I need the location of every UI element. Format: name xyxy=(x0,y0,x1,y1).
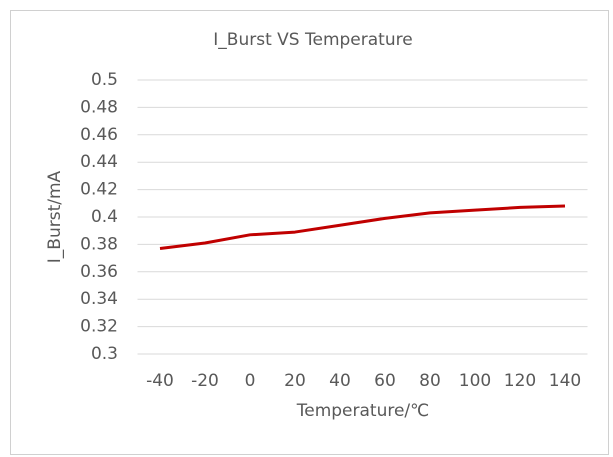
y-tick-label: 0.38 xyxy=(80,234,118,254)
chart-frame xyxy=(10,10,609,455)
x-tick-label: 0 xyxy=(245,371,256,391)
x-tick-label: 140 xyxy=(549,371,581,391)
y-tick-label: 0.46 xyxy=(80,125,118,145)
y-tick-label: 0.5 xyxy=(91,70,118,90)
y-tick-label: 0.34 xyxy=(80,289,118,309)
y-tick-label: 0.48 xyxy=(80,97,118,117)
x-tick-label: -40 xyxy=(146,371,174,391)
x-tick-label: 60 xyxy=(374,371,396,391)
y-tick-label: 0.32 xyxy=(80,317,118,337)
y-tick-label: 0.3 xyxy=(91,344,118,364)
y-tick-label: 0.44 xyxy=(80,152,118,172)
x-tick-label: 80 xyxy=(419,371,441,391)
y-axis-label: I_Burst/mA xyxy=(45,170,65,263)
x-tick-label: 120 xyxy=(504,371,536,391)
x-tick-label: 100 xyxy=(459,371,491,391)
x-tick-label: 40 xyxy=(329,371,351,391)
x-axis-label: Temperature/℃ xyxy=(296,401,430,421)
x-tick-label: -20 xyxy=(191,371,219,391)
chart-title: I_Burst VS Temperature xyxy=(213,30,412,50)
x-tick-label: 20 xyxy=(284,371,306,391)
y-tick-label: 0.36 xyxy=(80,262,118,282)
data-line xyxy=(159,204,566,250)
y-tick-label: 0.4 xyxy=(91,207,118,227)
y-tick-label: 0.42 xyxy=(80,180,118,200)
